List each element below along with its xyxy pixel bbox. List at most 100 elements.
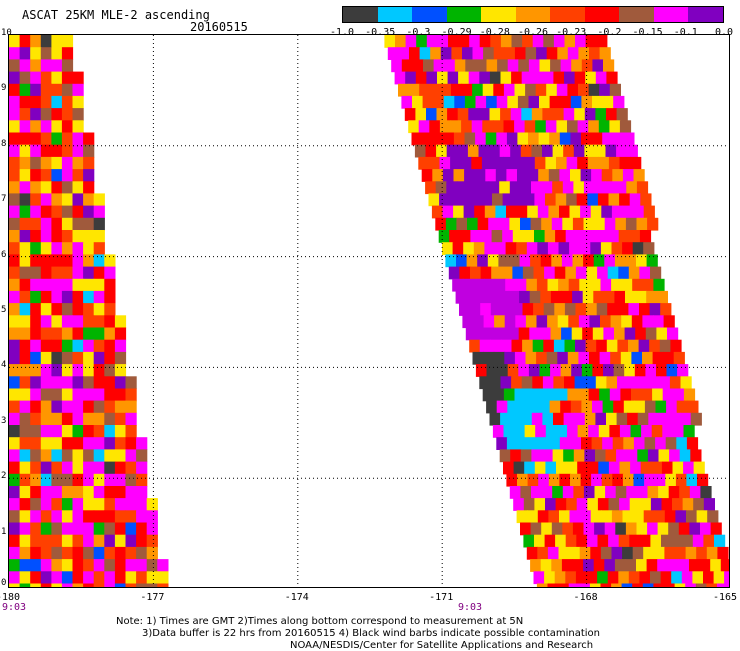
data-cell: [548, 169, 560, 182]
data-cell: [559, 437, 571, 450]
data-cell: [61, 571, 74, 585]
data-cell: [51, 388, 63, 402]
data-cell: [514, 388, 526, 402]
data-cell: [475, 364, 488, 377]
data-cell: [83, 449, 95, 463]
data-cell: [500, 108, 512, 121]
data-cell: [463, 242, 475, 255]
data-cell: [471, 120, 483, 134]
data-cell: [415, 71, 427, 85]
data-cell: [585, 71, 597, 85]
data-cell: [473, 278, 485, 292]
data-cell: [136, 486, 148, 499]
data-cell: [586, 571, 598, 585]
data-cell: [671, 571, 683, 585]
data-cell: [629, 193, 641, 207]
data-cell: [9, 156, 21, 170]
data-cell: [19, 144, 31, 158]
data-cell: [578, 83, 590, 97]
data-cell: [591, 473, 603, 487]
data-cell: [619, 120, 632, 134]
data-cell: [551, 217, 563, 231]
data-cell: [558, 546, 570, 560]
data-cell: [541, 486, 553, 499]
data-cell: [51, 217, 63, 231]
data-cell: [601, 473, 613, 487]
data-cell: [435, 217, 447, 231]
data-cell: [600, 546, 613, 560]
data-cell: [612, 437, 624, 450]
data-cell: [706, 546, 718, 560]
data-cell: [633, 205, 645, 219]
data-cell: [477, 254, 489, 268]
data-cell: [408, 83, 420, 97]
data-cell: [9, 120, 21, 134]
data-cell: [429, 120, 441, 134]
data-cell: [509, 486, 521, 499]
data-cell: [114, 437, 127, 450]
data-cell: [136, 522, 148, 536]
data-cell: [125, 486, 137, 499]
data-cell: [703, 498, 715, 511]
data-cell: [651, 425, 663, 438]
data-cell: [40, 193, 52, 207]
data-cell: [599, 83, 611, 97]
data-cell: [474, 205, 486, 219]
data-cell: [61, 193, 74, 207]
data-cell: [391, 59, 403, 73]
data-cell: [553, 412, 565, 426]
data-cell: [486, 59, 498, 73]
data-cell: [653, 315, 665, 329]
data-cell: [114, 339, 127, 353]
data-cell: [528, 437, 540, 450]
data-cell: [538, 437, 550, 450]
data-cell: [679, 449, 691, 463]
data-cell: [125, 571, 137, 585]
data-cell: [464, 95, 477, 109]
data-cell: [72, 230, 84, 243]
data-cell: [573, 144, 585, 158]
data-cell: [597, 498, 610, 511]
data-cell: [635, 290, 647, 304]
data-cell: [30, 351, 42, 365]
data-cell: [602, 437, 614, 450]
data-cell: [713, 571, 725, 585]
data-cell: [9, 510, 21, 524]
data-cell: [509, 217, 521, 231]
data-cell: [511, 303, 524, 316]
data-cell: [583, 559, 595, 572]
data-cell: [125, 546, 137, 560]
data-cell: [19, 546, 31, 560]
data-cell: [61, 315, 74, 329]
data-cell: [542, 412, 554, 426]
data-cell: [398, 83, 410, 97]
data-cell: [114, 388, 127, 402]
data-cell: [610, 315, 622, 329]
data-cell: [588, 83, 600, 97]
data-cell: [125, 388, 137, 402]
data-cell: [429, 83, 441, 97]
data-cell: [724, 571, 729, 585]
data-cell: [83, 425, 95, 438]
data-cell: [72, 108, 84, 121]
data-cell: [473, 242, 485, 255]
data-cell: [30, 83, 42, 97]
data-cell: [578, 47, 590, 60]
data-cell: [532, 339, 544, 353]
data-cell: [51, 108, 63, 121]
data-cell: [603, 59, 615, 73]
data-cell: [51, 315, 63, 329]
data-cell: [503, 461, 515, 475]
data-cell: [61, 412, 74, 426]
data-cell: [496, 95, 508, 109]
data-cell: [643, 510, 655, 524]
data-cell: [647, 449, 660, 463]
data-cell: [478, 181, 490, 195]
data-cell: [486, 400, 498, 414]
data-cell: [51, 59, 63, 73]
data-cell: [517, 95, 530, 109]
data-cell: [104, 461, 116, 475]
y-tick-label: 9: [1, 83, 7, 94]
colorbar-segment: [584, 7, 620, 22]
data-cell: [560, 59, 572, 73]
